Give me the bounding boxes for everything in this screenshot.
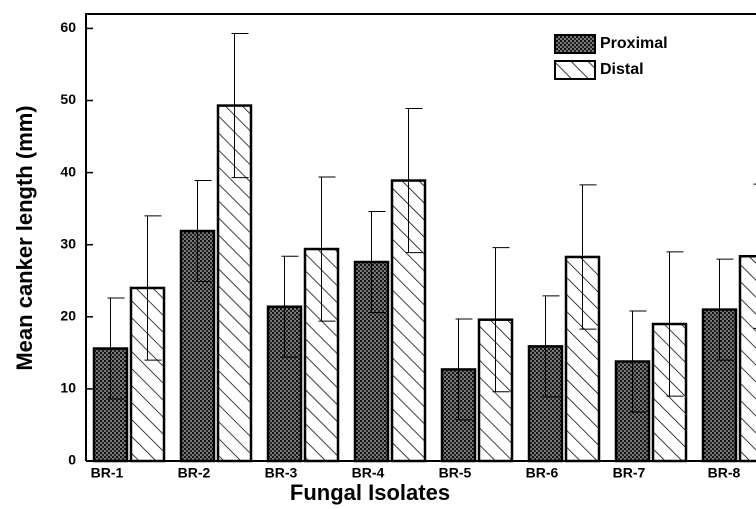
x-tick-label: BR-6 [526,465,559,481]
y-tick-label: 10 [60,380,76,396]
y-tick-label: 20 [60,308,76,324]
x-axis-label: Fungal Isolates [290,480,450,505]
x-tick-label: BR-4 [352,465,385,481]
x-tick-label: BR-2 [178,465,211,481]
bar [738,254,756,463]
x-tick-label: BR-5 [439,465,472,481]
x-tick-label: BR-8 [708,465,741,481]
legend-label: Distal [600,61,644,78]
x-tick-label: BR-1 [91,465,124,481]
legend-swatch [554,34,596,54]
y-axis-label: Mean canker length (mm) [12,105,37,370]
axis-frame [85,13,756,461]
y-tick-label: 60 [60,19,76,35]
x-tick-label: BR-7 [613,465,646,481]
y-tick-label: 40 [60,163,76,179]
x-tick-label: BR-3 [265,465,298,481]
y-tick-label: 30 [60,235,76,251]
legend-swatch [554,60,596,80]
y-tick-label: 50 [60,91,76,107]
y-tick-label: 0 [68,452,76,468]
legend-label: Proximal [600,35,668,52]
